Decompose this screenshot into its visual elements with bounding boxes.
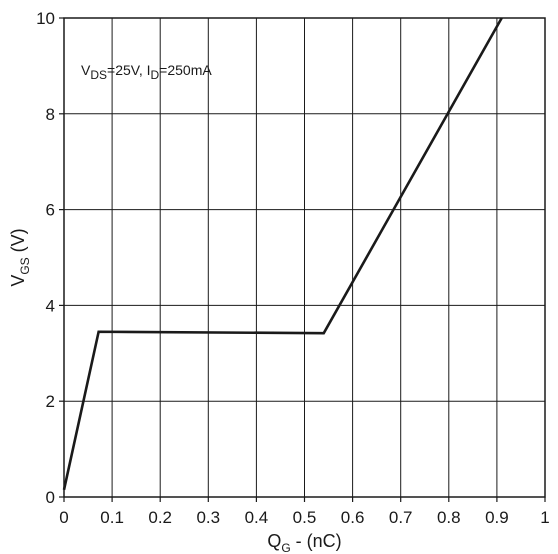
test-conditions-annotation: VDS=25V, ID=250mA	[81, 62, 212, 82]
y-axis-title-subscript: GS	[18, 257, 32, 274]
series-group	[62, 17, 503, 491]
annotation-text-part: =25V, I	[107, 62, 150, 78]
y-tick-label: 6	[46, 201, 55, 220]
y-tick-labels: 0 2 4 6 8 10	[36, 9, 64, 507]
y-axis-title: VGS (V)	[8, 228, 32, 286]
x-tick-label: 0.3	[196, 508, 220, 527]
x-tick-label: 0.6	[341, 508, 365, 527]
y-tick-label: 8	[46, 105, 55, 124]
x-axis-title-main: Q	[267, 531, 281, 551]
x-tick-label: 0	[59, 508, 68, 527]
x-tick-label: 0.9	[485, 508, 509, 527]
x-tick-label: 0.8	[437, 508, 461, 527]
x-tick-labels: 0 0.1 0.2 0.3 0.4 0.5 0.6 0.7 0.8 0.9 1	[59, 497, 550, 527]
y-axis-title-main: V	[8, 275, 28, 287]
y-axis-title-rest: (V)	[8, 228, 28, 257]
annotation-subscript: D	[151, 68, 160, 82]
y-tick-label: 2	[46, 392, 55, 411]
grid-lines	[64, 18, 545, 497]
x-tick-label: 0.1	[100, 508, 124, 527]
annotation-text-part: =250mA	[159, 62, 212, 78]
y-tick-label: 10	[36, 9, 55, 28]
x-tick-label: 0.4	[245, 508, 269, 527]
x-tick-label: 0.5	[293, 508, 317, 527]
x-tick-label: 1	[540, 508, 549, 527]
vgs-series-line-0	[62, 17, 503, 491]
y-tick-label: 0	[46, 488, 55, 507]
annotation-subscript: DS	[90, 68, 107, 82]
x-axis-title: QG - (nC)	[267, 531, 341, 554]
x-axis-title-subscript: G	[281, 541, 290, 554]
x-tick-label: 0.7	[389, 508, 413, 527]
annotation-text-part: V	[81, 62, 91, 78]
x-tick-label: 0.2	[148, 508, 172, 527]
y-tick-label: 4	[46, 296, 55, 315]
x-axis-title-rest: - (nC)	[291, 531, 342, 551]
